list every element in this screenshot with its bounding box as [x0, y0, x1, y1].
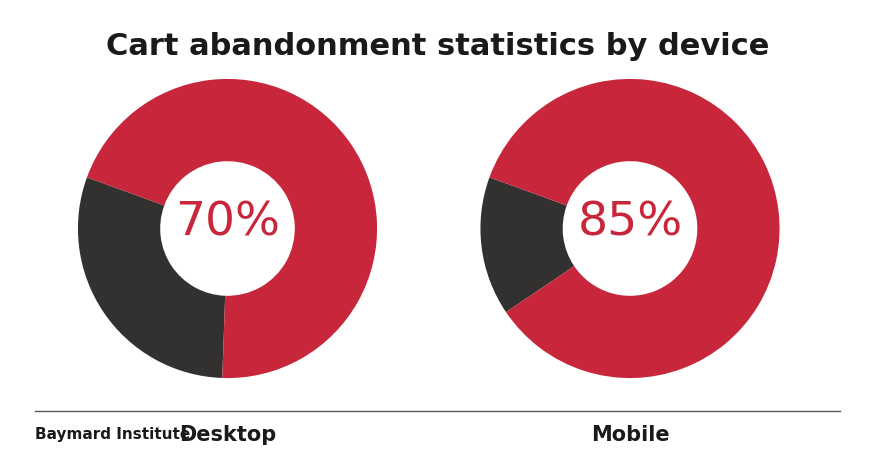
Wedge shape — [489, 79, 780, 378]
Text: Desktop: Desktop — [178, 425, 276, 445]
Text: Cart abandonment statistics by device: Cart abandonment statistics by device — [106, 32, 769, 61]
Text: Baymard Institute: Baymard Institute — [35, 427, 190, 442]
Wedge shape — [87, 79, 377, 378]
Text: 85%: 85% — [578, 200, 682, 245]
Wedge shape — [480, 177, 574, 312]
Text: Mobile: Mobile — [591, 425, 669, 445]
Wedge shape — [78, 177, 225, 378]
Text: 70%: 70% — [175, 200, 280, 245]
